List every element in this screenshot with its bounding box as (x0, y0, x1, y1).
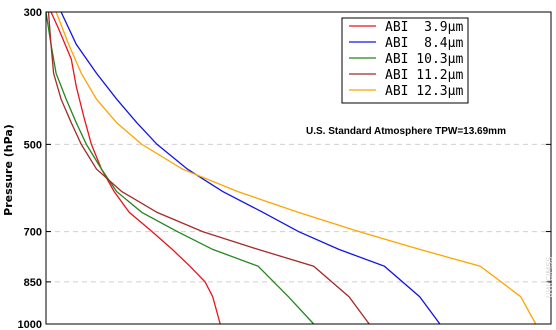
series-line-1 (60, 11, 441, 325)
legend-label-0: ABI 3.9µm (385, 20, 463, 35)
series-line-4 (55, 11, 537, 325)
series-line-0 (50, 11, 221, 325)
y-axis-ticks: 300 500 700 850 1000 (18, 7, 551, 330)
legend-label-1: ABI 8.4µm (385, 36, 463, 51)
y-tick-label-850: 850 (24, 277, 42, 289)
legend-box (341, 17, 469, 104)
y-tick-label-700: 700 (24, 227, 42, 239)
y-tick-label-500: 500 (24, 139, 42, 151)
y-axis-title: Pressure (hPa) (2, 124, 15, 216)
series-lines (45, 11, 537, 325)
series-line-3 (47, 11, 370, 325)
legend-label-4: ABI 12.3µm (385, 84, 463, 99)
legend-label-3: ABI 11.2µm (385, 68, 463, 83)
y-tick-label-1000: 1000 (18, 319, 42, 330)
chart-annotation: U.S. Standard Atmosphere TPW=13.69mm (306, 126, 506, 137)
y-tick-label-300: 300 (24, 7, 42, 19)
legend-label-2: ABI 10.3µm (385, 52, 463, 67)
watermark-text: UW/CIMSS (545, 257, 554, 298)
plot-frame (45, 11, 552, 325)
